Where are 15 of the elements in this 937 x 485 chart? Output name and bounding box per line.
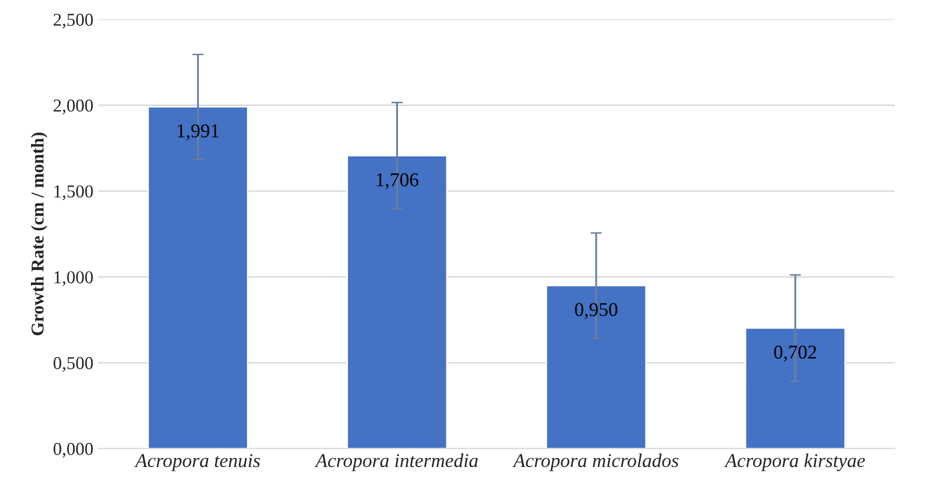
data-label: 0,950 [575, 303, 618, 319]
x-tick-label: Acropora kirstyae [724, 453, 865, 472]
y-tick-label: 2,000 [54, 100, 93, 114]
y-axis-title: Growth Rate (cm / month) [30, 132, 48, 336]
data-label: 1,706 [376, 173, 418, 190]
y-tick-label: 1,500 [54, 185, 93, 200]
y-tick-label: 2,500 [54, 14, 93, 28]
y-tick-label: 0,000 [54, 442, 93, 458]
x-tick-label: Acropora microlados [512, 453, 678, 472]
y-tick-label: 0,500 [54, 357, 93, 372]
data-label: 1,991 [178, 124, 219, 140]
y-tick-label: 1,000 [54, 271, 93, 286]
x-tick-label: Acropora intermedia [314, 453, 478, 472]
x-tick-label: Acropora tenuis [134, 454, 260, 472]
data-label: 0,702 [774, 346, 816, 362]
